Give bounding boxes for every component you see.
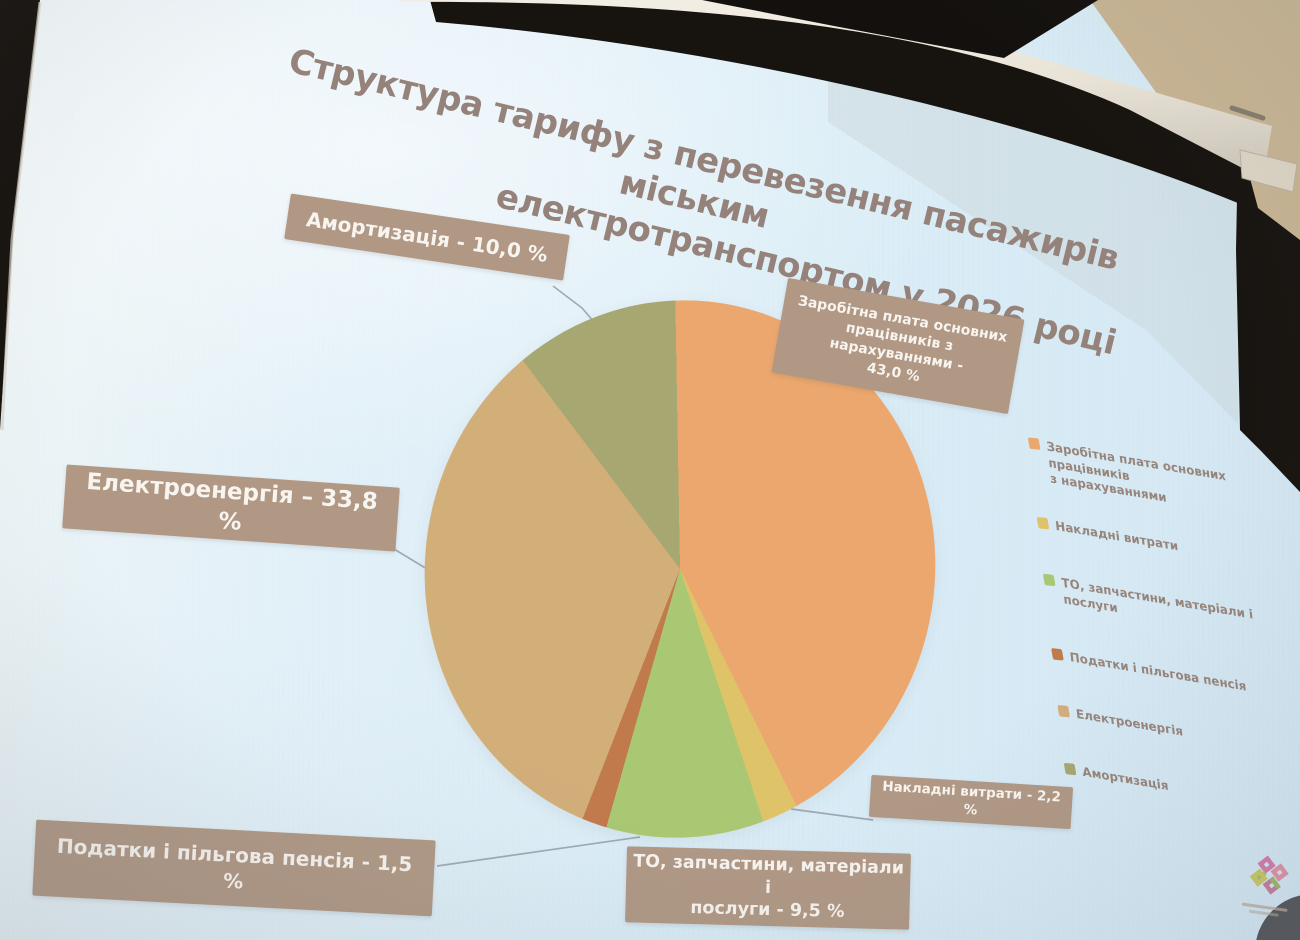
chart-legend: Заробітна плата основних працівників з н… — [1027, 436, 1300, 862]
leader-line-overhead — [790, 808, 874, 821]
legend-marker-icon — [1027, 437, 1041, 450]
screen-right-black-border — [1236, 146, 1300, 492]
legend-label: Електроенергія — [1075, 706, 1184, 740]
leader-line-taxes — [436, 836, 641, 867]
casing-bracket — [1239, 149, 1298, 193]
legend-marker-icon — [1063, 762, 1077, 775]
casing-slot — [1229, 105, 1266, 121]
screen-dim-wedge — [828, 58, 1242, 424]
logo-knot-icon — [1249, 855, 1289, 895]
legend-label: ТО, запчастини, матеріали і послуги — [1060, 575, 1254, 623]
legend-marker-icon — [1042, 574, 1056, 587]
legend-label: Накладні витрати — [1054, 518, 1179, 554]
legend-marker-icon — [1036, 516, 1050, 530]
callout-maintenance: ТО, запчастини, матеріали і послуги - 9,… — [625, 846, 911, 930]
screen-left-edge-highlight — [0, 1, 42, 431]
legend-item-amortization: Амортизація — [1063, 761, 1300, 821]
legend-item-maintenance: ТО, запчастини, матеріали і послуги — [1042, 573, 1300, 649]
legend-marker-icon — [1051, 647, 1064, 661]
legend-label: Амортизація — [1081, 764, 1170, 793]
legend-marker-icon — [1057, 705, 1071, 718]
audience-head-silhouette — [1256, 895, 1300, 940]
legend-item-overhead: Накладні витрати — [1036, 515, 1300, 575]
projector-screen-casing — [400, 0, 1272, 174]
ceiling-shadow — [702, 0, 1098, 58]
legend-item-taxes: Податки і пільгова пенсія — [1051, 646, 1300, 706]
organization-logo — [1239, 849, 1297, 918]
legend-label: Податки і пільгова пенсія — [1068, 649, 1247, 694]
screen-left-black-edge — [0, 0, 40, 430]
screen-top-black-border — [430, 0, 1250, 208]
legend-item-electricity: Електроенергія — [1057, 704, 1300, 764]
